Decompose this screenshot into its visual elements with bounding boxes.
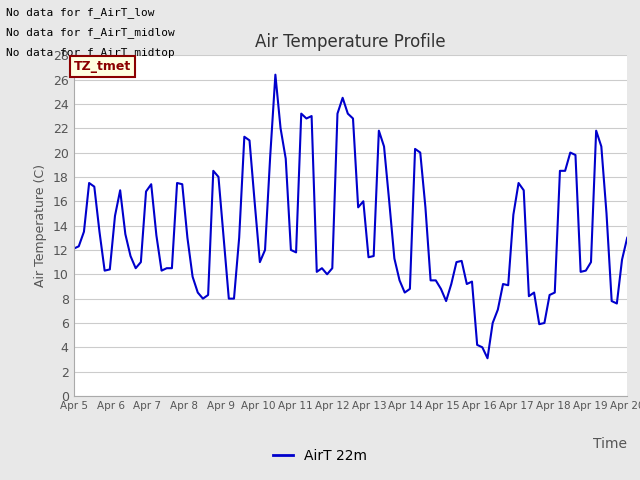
Legend: AirT 22m: AirT 22m (267, 443, 373, 468)
Y-axis label: Air Temperature (C): Air Temperature (C) (35, 164, 47, 287)
Text: Time: Time (593, 437, 627, 451)
Text: TZ_tmet: TZ_tmet (74, 60, 131, 73)
Title: Air Temperature Profile: Air Temperature Profile (255, 33, 445, 51)
Text: No data for f_AirT_midtop: No data for f_AirT_midtop (6, 48, 175, 59)
Text: No data for f_AirT_midlow: No data for f_AirT_midlow (6, 27, 175, 38)
Text: No data for f_AirT_low: No data for f_AirT_low (6, 7, 155, 18)
